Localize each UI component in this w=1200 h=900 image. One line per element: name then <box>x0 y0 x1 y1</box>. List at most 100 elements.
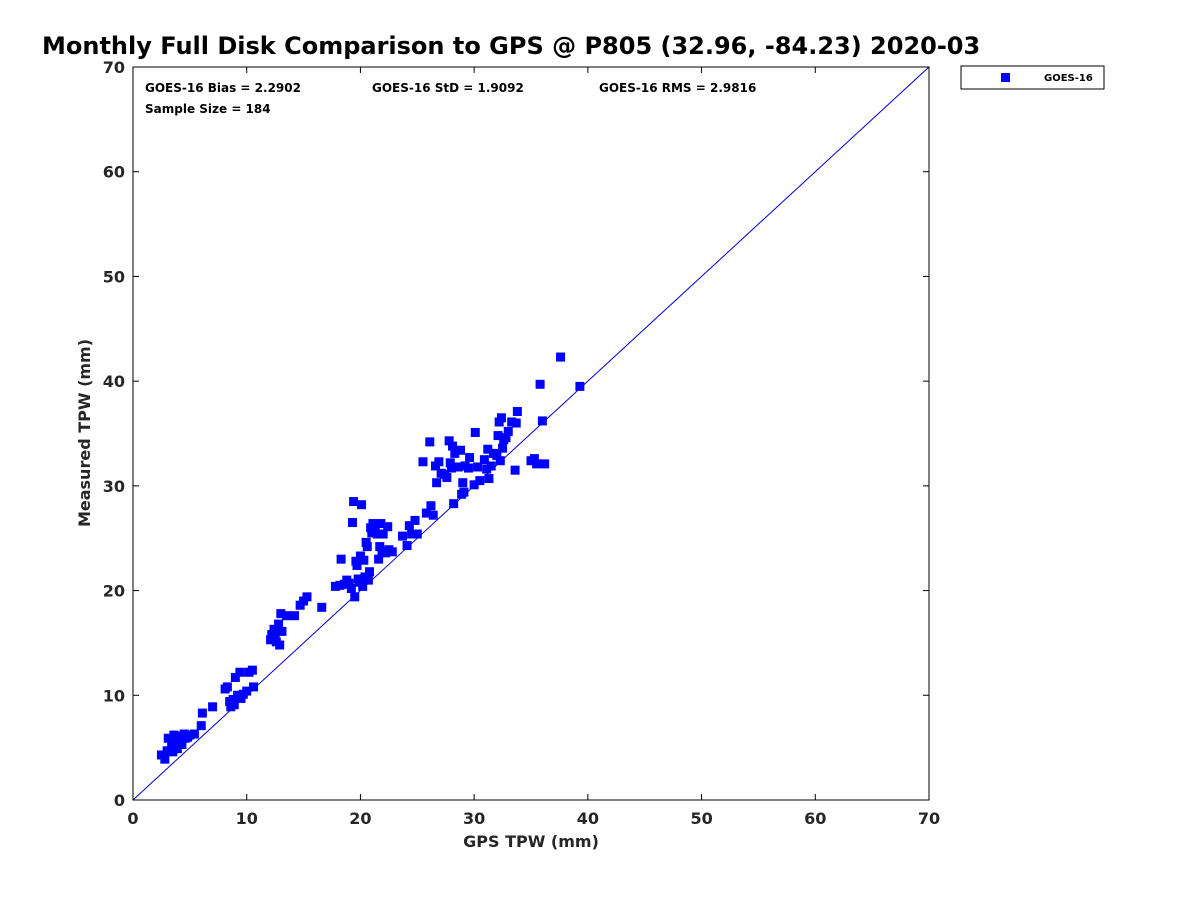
data-point <box>495 456 505 466</box>
data-point <box>363 575 373 585</box>
data-point <box>162 746 172 756</box>
data-point <box>289 611 299 621</box>
data-point <box>276 609 286 619</box>
data-point <box>484 474 494 484</box>
data-point <box>463 463 473 473</box>
data-point <box>496 413 506 423</box>
data-point <box>444 436 454 446</box>
y-tick-label: 70 <box>103 58 125 77</box>
data-point <box>378 529 388 539</box>
data-point <box>475 476 485 486</box>
data-point <box>465 453 475 463</box>
data-point <box>197 708 207 718</box>
data-point <box>277 626 287 636</box>
data-point <box>358 581 368 591</box>
data-point <box>242 686 252 696</box>
data-point <box>470 427 480 437</box>
data-point <box>375 542 385 552</box>
data-point <box>540 459 550 469</box>
data-point <box>344 578 354 588</box>
data-point <box>537 416 547 426</box>
data-point <box>493 431 503 441</box>
data-point <box>410 515 420 525</box>
data-point <box>169 730 179 740</box>
data-point <box>383 522 393 532</box>
data-point <box>274 619 284 629</box>
data-points <box>156 352 585 764</box>
data-point <box>160 754 170 764</box>
data-point <box>510 465 520 475</box>
data-point <box>362 542 372 552</box>
data-point <box>479 455 489 465</box>
data-point <box>359 555 369 565</box>
data-point <box>196 721 206 731</box>
x-tick-label: 30 <box>463 809 485 828</box>
data-point <box>208 702 218 712</box>
data-point <box>228 694 238 704</box>
data-point <box>370 521 380 531</box>
y-tick-label: 0 <box>114 791 125 810</box>
data-point <box>425 437 435 447</box>
data-point <box>266 635 276 645</box>
data-point <box>249 682 259 692</box>
data-point <box>330 581 340 591</box>
data-point <box>486 461 496 471</box>
legend-entry-label: GOES-16 <box>1044 73 1093 84</box>
data-point <box>230 672 240 682</box>
x-tick-label: 20 <box>349 809 371 828</box>
plot-frame <box>132 66 930 801</box>
data-point <box>170 737 180 747</box>
data-point <box>412 529 422 539</box>
y-tick-label: 50 <box>103 267 125 286</box>
stat-bias: GOES-16 Bias = 2.2902 <box>145 81 301 95</box>
data-point <box>501 433 511 443</box>
chart-title: Monthly Full Disk Comparison to GPS @ P8… <box>42 32 980 60</box>
y-tick-label: 20 <box>103 582 125 601</box>
data-point <box>229 700 239 710</box>
data-point <box>402 541 412 551</box>
data-point <box>349 497 359 507</box>
data-point <box>270 632 280 642</box>
one-to-one-reference-line <box>132 66 930 801</box>
data-point <box>282 611 292 621</box>
x-tick-label: 0 <box>127 809 138 828</box>
stat-sample-size: Sample Size = 184 <box>145 102 271 116</box>
data-point <box>535 379 545 389</box>
data-point <box>418 457 428 467</box>
data-point <box>434 457 444 467</box>
data-point <box>372 529 382 539</box>
data-point <box>347 518 357 528</box>
data-point <box>350 592 360 602</box>
data-point <box>428 510 438 520</box>
data-point <box>432 478 442 488</box>
data-point <box>398 531 408 541</box>
data-point <box>503 426 513 436</box>
stat-std: GOES-16 StD = 1.9092 <box>372 81 524 95</box>
data-point <box>185 730 195 740</box>
data-point <box>163 733 173 743</box>
data-point <box>357 500 367 510</box>
y-tick-label: 60 <box>103 163 125 182</box>
data-point <box>445 458 455 468</box>
data-point <box>352 560 362 570</box>
data-point <box>453 462 463 472</box>
plot-area <box>132 66 930 801</box>
x-tick-label: 50 <box>690 809 712 828</box>
stat-rms: GOES-16 RMS = 2.9816 <box>599 81 756 95</box>
data-point <box>498 443 508 453</box>
y-tick-label: 30 <box>103 477 125 496</box>
data-point <box>455 445 465 455</box>
data-point <box>556 352 566 362</box>
x-axis: 0 10 20 30 40 50 60 70 <box>127 67 940 828</box>
data-point <box>387 547 397 557</box>
y-axis: 0 10 20 30 40 50 60 70 <box>103 58 929 810</box>
data-point <box>335 580 345 590</box>
data-point <box>532 459 542 469</box>
data-point <box>222 682 232 692</box>
data-point <box>492 450 502 460</box>
data-point <box>575 381 585 391</box>
data-point <box>376 519 386 529</box>
x-tick-label: 70 <box>918 809 940 828</box>
data-point <box>407 529 417 539</box>
